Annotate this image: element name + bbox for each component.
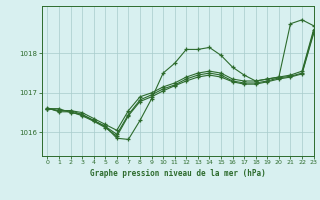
X-axis label: Graphe pression niveau de la mer (hPa): Graphe pression niveau de la mer (hPa) (90, 169, 266, 178)
